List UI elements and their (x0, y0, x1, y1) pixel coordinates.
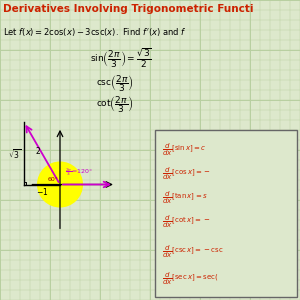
Text: $\csc\!\left(\dfrac{2\pi}{3}\right)$: $\csc\!\left(\dfrac{2\pi}{3}\right)$ (96, 74, 134, 94)
Text: 60°: 60° (48, 177, 58, 182)
Text: $\dfrac{d}{dx}[\tan x] = s$: $\dfrac{d}{dx}[\tan x] = s$ (162, 190, 208, 206)
Text: $\frac{2\pi}{3}$=120°: $\frac{2\pi}{3}$=120° (64, 167, 92, 178)
Text: $-1$: $-1$ (36, 186, 48, 196)
Text: $\dfrac{d}{dx}[\cos x] = -$: $\dfrac{d}{dx}[\cos x] = -$ (162, 166, 211, 182)
Text: 2: 2 (35, 147, 40, 156)
Text: Derivatives Involving Trigonometric Functi: Derivatives Involving Trigonometric Func… (3, 4, 254, 14)
Text: $\dfrac{d}{dx}[\cot x] = -$: $\dfrac{d}{dx}[\cot x] = -$ (162, 214, 210, 230)
Text: $\dfrac{d}{dx}[\csc x] = -\csc$: $\dfrac{d}{dx}[\csc x] = -\csc$ (162, 244, 224, 260)
Text: $\dfrac{d}{dx}[\sec x] = \sec($: $\dfrac{d}{dx}[\sec x] = \sec($ (162, 271, 219, 287)
Text: $\cot\!\left(\dfrac{2\pi}{3}\right)$: $\cot\!\left(\dfrac{2\pi}{3}\right)$ (96, 94, 133, 115)
Bar (154, 130, 297, 297)
Circle shape (38, 162, 82, 207)
Text: $\mathrm{Let}\ f(x) = 2\cos(x) - 3\csc(x).\ \mathrm{Find}\ f'(x)\ \mathrm{and}\ : $\mathrm{Let}\ f(x) = 2\cos(x) - 3\csc(x… (3, 26, 187, 38)
Text: $\dfrac{d}{dx}[\sin x] = c$: $\dfrac{d}{dx}[\sin x] = c$ (162, 142, 207, 158)
Text: $\sqrt{3}$: $\sqrt{3}$ (8, 147, 22, 161)
Text: $\sin\!\left(\dfrac{2\pi}{3}\right) = \dfrac{\sqrt{3}}{2}$: $\sin\!\left(\dfrac{2\pi}{3}\right) = \d… (90, 46, 152, 70)
